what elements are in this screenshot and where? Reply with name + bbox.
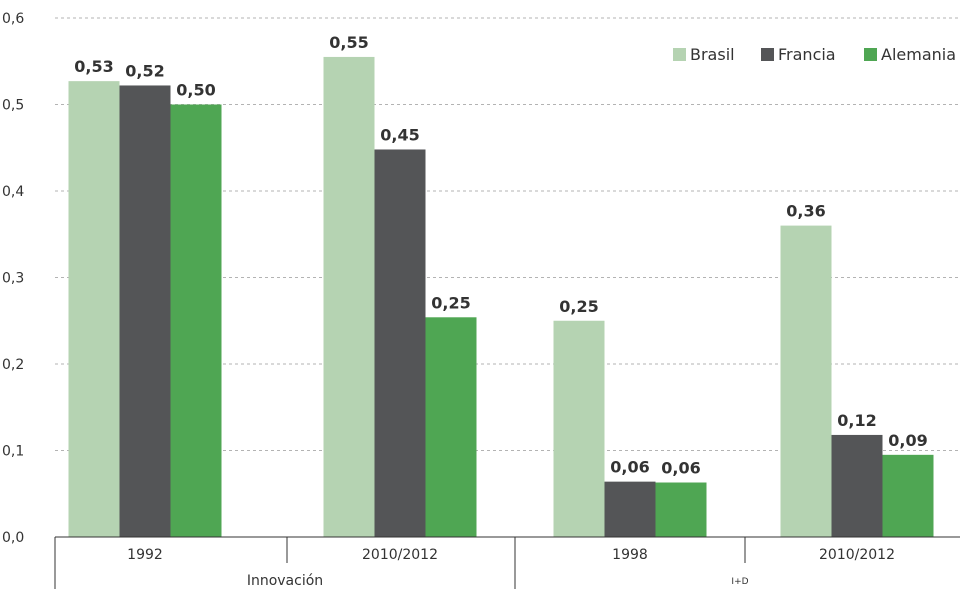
x-group-label: I+D bbox=[731, 577, 748, 587]
y-tick-label: 0,6 bbox=[2, 11, 24, 27]
data-label: 0,09 bbox=[888, 431, 927, 450]
bar-alemania bbox=[655, 482, 707, 537]
legend-label: Brasil bbox=[690, 45, 735, 64]
x-category-label: 2010/2012 bbox=[362, 547, 438, 563]
data-label: 0,55 bbox=[329, 33, 368, 52]
bar-francia bbox=[374, 149, 426, 538]
data-label: 0,50 bbox=[176, 81, 215, 100]
data-label: 0,53 bbox=[74, 57, 113, 76]
data-label: 0,06 bbox=[661, 459, 700, 478]
x-category-label: 1992 bbox=[127, 547, 163, 563]
data-label: 0,25 bbox=[431, 293, 470, 312]
data-label: 0,25 bbox=[559, 297, 598, 316]
y-tick-label: 0,1 bbox=[2, 444, 24, 460]
bars-layer bbox=[68, 56, 934, 538]
y-tick-label: 0,4 bbox=[2, 184, 24, 200]
bar-alemania bbox=[425, 317, 477, 537]
bar-francia bbox=[119, 85, 171, 537]
legend-swatch-brasil bbox=[673, 48, 686, 61]
data-labels-layer: 0,53 0,52 0,50 0,55 0,45 0,25 0,25 0,06 0,06 0,36… bbox=[74, 33, 927, 478]
bar-brasil bbox=[780, 225, 832, 537]
legend-label: Francia bbox=[778, 45, 836, 64]
bar-alemania bbox=[170, 104, 222, 537]
data-label: 0,12 bbox=[837, 411, 876, 430]
data-label: 0,06 bbox=[610, 458, 649, 477]
bar-brasil bbox=[323, 56, 375, 538]
x-category-label: 2010/2012 bbox=[819, 547, 895, 563]
legend-swatch-alemania bbox=[864, 48, 877, 61]
x-category-label: 1998 bbox=[612, 547, 648, 563]
data-label: 0,36 bbox=[786, 202, 825, 221]
y-tick-label: 0,5 bbox=[2, 98, 24, 114]
legend: Brasil Francia Alemania bbox=[673, 45, 956, 64]
y-tick-label: 0,2 bbox=[2, 357, 24, 373]
data-label: 0,45 bbox=[380, 125, 419, 144]
bar-brasil bbox=[553, 320, 605, 537]
data-label: 0,52 bbox=[125, 61, 164, 80]
bar-francia bbox=[604, 481, 656, 537]
bar-francia bbox=[831, 434, 883, 537]
legend-label: Alemania bbox=[881, 45, 956, 64]
x-group-label: Innovación bbox=[247, 573, 323, 589]
x-axis: 0,0 0,1 0,2 0,3 0,4 0,5 0,6 1992 2010/2012 1998 20… bbox=[2, 11, 960, 589]
bar-alemania bbox=[882, 454, 934, 537]
bar-brasil bbox=[68, 81, 120, 538]
y-tick-label: 0,3 bbox=[2, 271, 24, 287]
legend-swatch-francia bbox=[761, 48, 774, 61]
y-tick-label: 0,0 bbox=[2, 530, 24, 546]
